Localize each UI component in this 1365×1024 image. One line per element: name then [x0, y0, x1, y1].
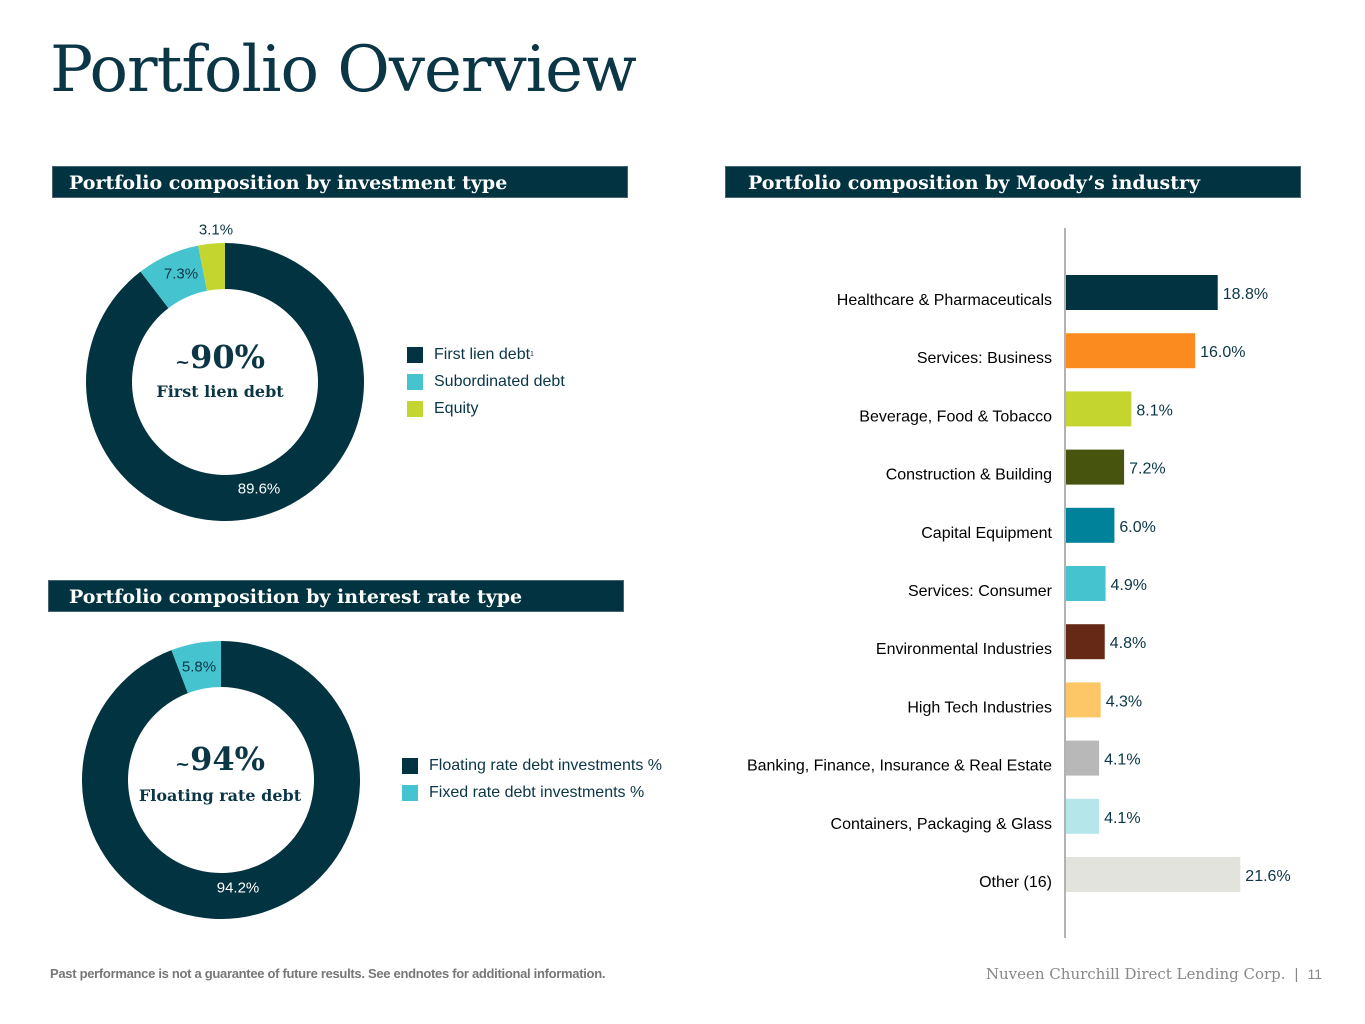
legend-swatch-fixed	[402, 784, 418, 801]
bar-environmental-industries	[1066, 624, 1105, 660]
investment-type-center-prefix: ~	[174, 352, 191, 373]
value-label-environmental-industries: 4.8%	[1110, 635, 1146, 652]
legend-label-subordinated: Subordinated debt	[434, 372, 565, 390]
investment-type-center-value: ~90%	[150, 338, 290, 376]
donut-slice-equity	[198, 243, 225, 291]
bar-services-business	[1066, 333, 1196, 369]
category-label-beverage-food-tobacco: Beverage, Food & Tobacco	[859, 408, 1052, 425]
investment-type-heading: Portfolio composition by investment type	[52, 166, 628, 198]
page-title: Portfolio Overview	[50, 33, 637, 107]
legend-label-equity: Equity	[434, 399, 479, 417]
category-label-environmental-industries: Environmental Industries	[876, 641, 1052, 658]
bar-services-consumer	[1066, 566, 1106, 601]
category-label-banking-finance-insurance-real-estate: Banking, Finance, Insurance & Real Estat…	[747, 758, 1052, 775]
category-label-capital-equipment: Capital Equipment	[921, 525, 1052, 542]
legend-swatch-first-lien	[407, 346, 423, 363]
legend-swatch-floating	[402, 757, 418, 774]
footer-right: Nuveen Churchill Direct Lending Corp. | 11	[986, 965, 1322, 983]
legend-item-fixed: Fixed rate debt investments %	[402, 779, 662, 806]
footer-page-number: 11	[1307, 966, 1322, 982]
bar-other-16	[1066, 857, 1241, 892]
donut-slice-subordinated-debt	[140, 245, 207, 309]
legend-label-first-lien: First lien debt	[434, 345, 531, 363]
bar-high-tech-industries	[1066, 682, 1101, 718]
interest-rate-heading-text: Portfolio composition by interest rate t…	[69, 586, 523, 608]
value-label-banking-finance-insurance-real-estate: 4.1%	[1104, 752, 1140, 769]
value-label-services-business: 16.0%	[1200, 344, 1245, 361]
legend-item-first-lien: First lien debt 1	[407, 341, 565, 368]
bar-containers-packaging-glass	[1066, 798, 1100, 834]
interest-rate-legend: Floating rate debt investments % Fixed r…	[402, 752, 662, 806]
slice-label-subordinated-debt: 7.3%	[163, 265, 199, 283]
interest-rate-center-label: Floating rate debt	[138, 786, 302, 805]
bar-beverage-food-tobacco	[1066, 391, 1132, 427]
slice-label-floating-rate-debt-investments: 94.2%	[216, 879, 260, 897]
legend-sup-first-lien: 1	[530, 351, 534, 358]
legend-item-equity: Equity	[407, 395, 565, 422]
interest-rate-heading: Portfolio composition by interest rate t…	[48, 580, 624, 612]
investment-type-center-label: First lien debt	[156, 382, 284, 401]
legend-swatch-subordinated	[407, 373, 423, 390]
investment-type-donut	[86, 243, 365, 521]
slice-label-fixed-rate-debt-investments: 5.8%	[181, 658, 217, 676]
investment-type-heading-text: Portfolio composition by investment type	[69, 172, 508, 194]
value-label-services-consumer: 4.9%	[1111, 577, 1147, 594]
donut-slice-fixed-rate-debt-investments	[171, 641, 221, 694]
value-label-capital-equipment: 6.0%	[1119, 519, 1155, 536]
category-label-services-consumer: Services: Consumer	[908, 583, 1053, 600]
investment-type-center-number: 90%	[190, 338, 266, 376]
industry-heading: Portfolio composition by Moody’s industr…	[725, 166, 1301, 198]
investment-type-legend: First lien debt 1 Subordinated debt Equit…	[407, 341, 565, 422]
bar-construction-building	[1066, 449, 1125, 485]
industry-heading-text: Portfolio composition by Moody’s industr…	[748, 172, 1201, 194]
value-label-high-tech-industries: 4.3%	[1106, 693, 1142, 710]
category-label-construction-building: Construction & Building	[886, 467, 1052, 484]
category-label-healthcare-pharmaceuticals: Healthcare & Pharmaceuticals	[837, 292, 1052, 309]
legend-item-floating: Floating rate debt investments %	[402, 752, 662, 779]
footer-company: Nuveen Churchill Direct Lending Corp.	[985, 965, 1286, 983]
bar-capital-equipment	[1066, 507, 1115, 543]
legend-label-floating: Floating rate debt investments %	[429, 756, 663, 774]
interest-rate-center-prefix: ~	[174, 754, 191, 775]
category-label-containers-packaging-glass: Containers, Packaging & Glass	[831, 816, 1052, 833]
bar-banking-finance-insurance-real-estate	[1066, 740, 1100, 776]
interest-rate-donut	[81, 641, 360, 919]
industry-bar-chart: Healthcare & Pharmaceuticals 18.8% Service…	[747, 228, 1291, 938]
slice-label-equity: 3.1%	[198, 221, 234, 239]
legend-item-subordinated: Subordinated debt	[407, 368, 565, 395]
category-label-high-tech-industries: High Tech Industries	[907, 699, 1052, 716]
category-label-services-business: Services: Business	[917, 350, 1052, 367]
value-label-beverage-food-tobacco: 8.1%	[1136, 402, 1172, 419]
donut-slice-first-lien-debt	[86, 243, 365, 521]
value-label-construction-building: 7.2%	[1129, 461, 1165, 478]
footer-separator: |	[1294, 966, 1299, 983]
footer-disclaimer: Past performance is not a guarantee of f…	[50, 966, 606, 981]
category-label-other-16: Other (16)	[979, 874, 1052, 891]
slice-label-first-lien-debt: 89.6%	[237, 480, 281, 498]
interest-rate-center-value: ~94%	[150, 740, 290, 778]
value-label-containers-packaging-glass: 4.1%	[1104, 810, 1140, 827]
bar-healthcare-pharmaceuticals	[1066, 275, 1218, 310]
legend-label-fixed: Fixed rate debt investments %	[429, 783, 645, 801]
value-label-other-16: 21.6%	[1245, 868, 1290, 885]
donut-slice-floating-rate-debt-investments	[81, 641, 360, 919]
legend-swatch-equity	[407, 400, 423, 417]
interest-rate-center-number: 94%	[190, 740, 266, 778]
value-label-healthcare-pharmaceuticals: 18.8%	[1223, 286, 1268, 303]
